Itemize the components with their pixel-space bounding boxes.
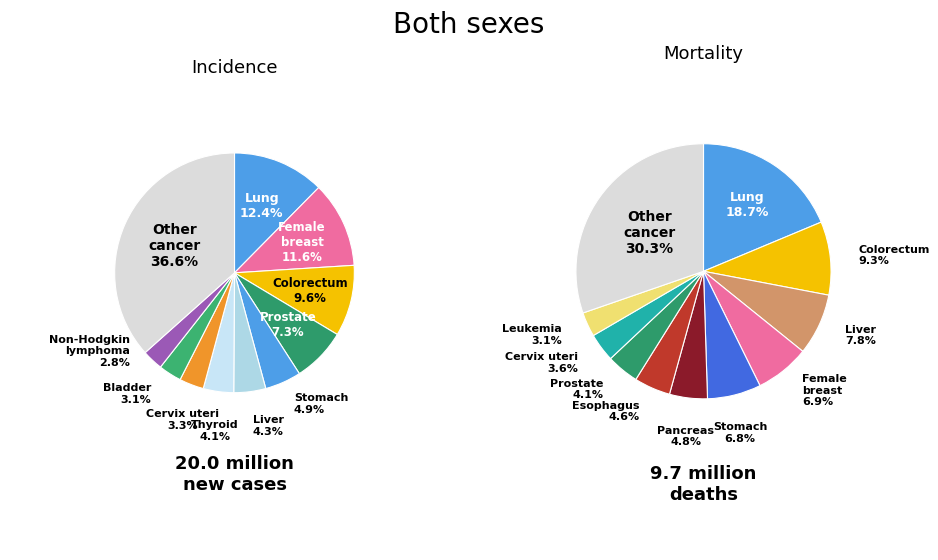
Text: Female
breast
6.9%: Female breast 6.9% bbox=[802, 374, 846, 407]
Text: Other
cancer
30.3%: Other cancer 30.3% bbox=[624, 209, 675, 256]
Text: Thyroid
4.1%: Thyroid 4.1% bbox=[191, 420, 238, 442]
Text: 20.0 million
new cases: 20.0 million new cases bbox=[175, 455, 294, 494]
Wedge shape bbox=[704, 271, 760, 399]
Title: Mortality: Mortality bbox=[663, 45, 744, 63]
Text: Other
cancer
36.6%: Other cancer 36.6% bbox=[148, 223, 201, 269]
Wedge shape bbox=[636, 271, 704, 394]
Wedge shape bbox=[234, 265, 355, 334]
Text: Liver
7.8%: Liver 7.8% bbox=[845, 325, 876, 347]
Text: Esophagus
4.6%: Esophagus 4.6% bbox=[572, 400, 640, 422]
Text: Colorectum
9.3%: Colorectum 9.3% bbox=[858, 245, 930, 266]
Wedge shape bbox=[234, 153, 319, 273]
Text: Cervix uteri
3.6%: Cervix uteri 3.6% bbox=[506, 352, 578, 374]
Text: Lung
18.7%: Lung 18.7% bbox=[726, 192, 769, 220]
Text: Both sexes: Both sexes bbox=[393, 11, 545, 39]
Text: Pancreas
4.8%: Pancreas 4.8% bbox=[658, 426, 714, 447]
Text: Liver
4.3%: Liver 4.3% bbox=[253, 416, 284, 437]
Text: Cervix uteri
3.3%: Cervix uteri 3.3% bbox=[146, 409, 219, 431]
Wedge shape bbox=[582, 271, 704, 335]
Wedge shape bbox=[180, 273, 234, 389]
Wedge shape bbox=[704, 144, 821, 271]
Text: 9.7 million
deaths: 9.7 million deaths bbox=[650, 465, 757, 504]
Title: Incidence: Incidence bbox=[191, 59, 278, 77]
Wedge shape bbox=[145, 273, 234, 367]
Text: Stomach
4.9%: Stomach 4.9% bbox=[294, 393, 348, 415]
Text: Non-Hodgkin
lymphoma
2.8%: Non-Hodgkin lymphoma 2.8% bbox=[49, 335, 130, 368]
Wedge shape bbox=[594, 271, 704, 358]
Wedge shape bbox=[114, 153, 234, 353]
Text: Stomach
6.8%: Stomach 6.8% bbox=[713, 422, 767, 444]
Text: Lung
12.4%: Lung 12.4% bbox=[240, 192, 283, 220]
Wedge shape bbox=[704, 271, 829, 351]
Text: Leukemia
3.1%: Leukemia 3.1% bbox=[502, 324, 562, 346]
Wedge shape bbox=[611, 271, 704, 380]
Text: Prostate
4.1%: Prostate 4.1% bbox=[551, 379, 604, 400]
Wedge shape bbox=[234, 273, 299, 389]
Wedge shape bbox=[234, 273, 265, 393]
Wedge shape bbox=[576, 144, 704, 313]
Wedge shape bbox=[670, 271, 707, 399]
Wedge shape bbox=[704, 222, 831, 295]
Wedge shape bbox=[160, 273, 234, 380]
Text: Colorectum
9.6%: Colorectum 9.6% bbox=[272, 277, 348, 305]
Wedge shape bbox=[234, 188, 355, 273]
Wedge shape bbox=[204, 273, 234, 393]
Text: Bladder
3.1%: Bladder 3.1% bbox=[102, 383, 151, 405]
Text: Prostate
7.3%: Prostate 7.3% bbox=[260, 311, 316, 339]
Wedge shape bbox=[704, 271, 803, 386]
Text: Female
breast
11.6%: Female breast 11.6% bbox=[279, 221, 325, 264]
Wedge shape bbox=[234, 273, 338, 374]
